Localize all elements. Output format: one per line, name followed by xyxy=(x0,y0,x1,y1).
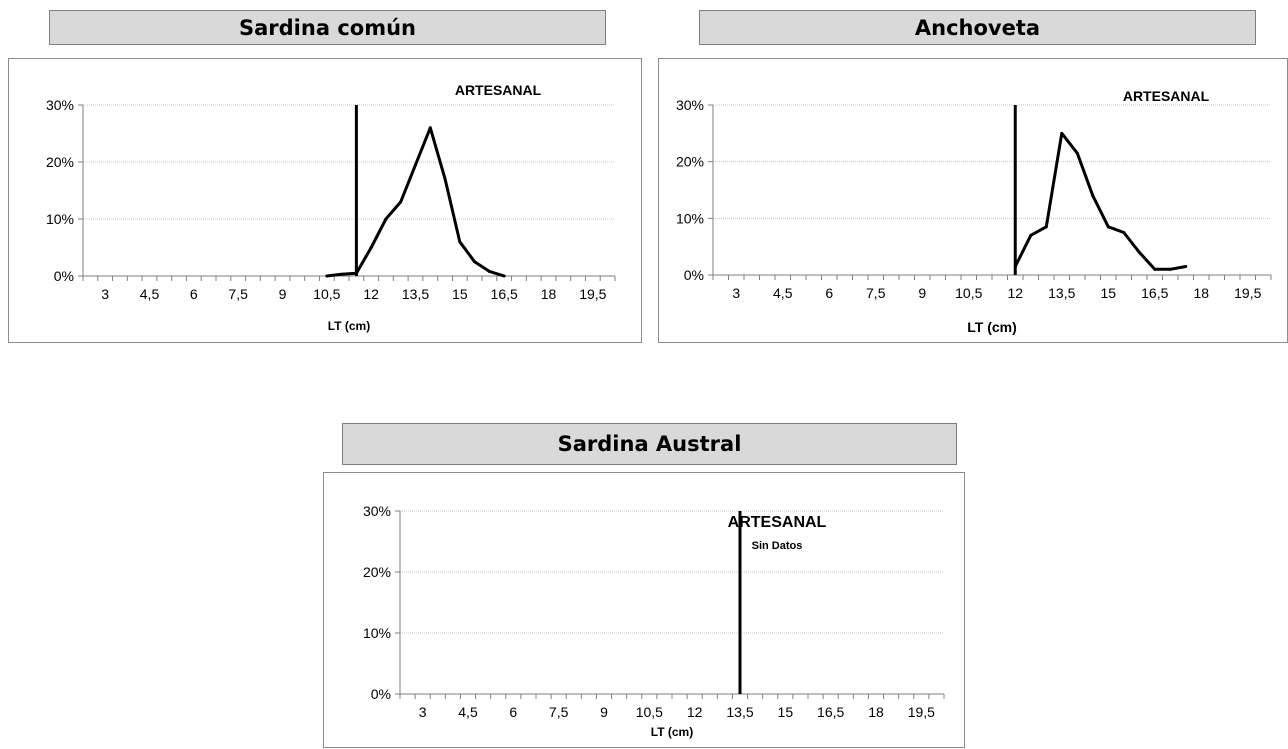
x-tick-label: 16,5 xyxy=(1141,285,1168,301)
data-point xyxy=(1091,194,1095,198)
chart-title-sardina-comun: Sardina común xyxy=(49,10,606,45)
data-point xyxy=(1137,250,1141,254)
data-point xyxy=(1184,265,1188,268)
x-tick-label: 6 xyxy=(509,704,517,720)
data-point xyxy=(473,260,477,264)
x-tick-label: 19,5 xyxy=(908,704,935,720)
y-tick-label: 30% xyxy=(46,97,74,113)
x-tick-label: 15 xyxy=(452,286,468,302)
x-tick-label: 12 xyxy=(687,704,703,720)
x-axis-label: LT (cm) xyxy=(328,319,370,333)
data-point xyxy=(340,272,344,276)
data-point xyxy=(1075,151,1079,155)
x-tick-label: 4,5 xyxy=(140,286,160,302)
x-tick-label: 18 xyxy=(1193,285,1209,301)
x-tick-label: 13,5 xyxy=(726,704,753,720)
data-point xyxy=(1044,225,1048,229)
y-tick-label: 20% xyxy=(363,564,391,580)
chart-title-anchoveta: Anchoveta xyxy=(699,10,1256,45)
x-tick-label: 4,5 xyxy=(458,704,478,720)
data-point xyxy=(1168,267,1172,271)
data-point xyxy=(1060,131,1064,135)
x-tick-label: 3 xyxy=(419,704,427,720)
chart-title-sardina-austral: Sardina Austral xyxy=(342,423,957,465)
y-tick-label: 20% xyxy=(46,154,74,170)
x-tick-label: 13,5 xyxy=(1048,285,1075,301)
data-point xyxy=(414,163,417,167)
x-tick-label: 12 xyxy=(363,286,379,302)
x-tick-label: 18 xyxy=(868,704,884,720)
x-tick-label: 6 xyxy=(825,285,833,301)
chart-panel-sardina-comun: 0% 10% 20% 30% 3 4,5 6 7,5 9 10,5 12 13,5 15 16,5 18 19… xyxy=(8,58,642,343)
x-tick-label: 10,5 xyxy=(313,286,340,302)
annotation-note: Sin Datos xyxy=(752,540,803,552)
x-tick-label: 15 xyxy=(1100,285,1116,301)
data-point xyxy=(399,200,403,204)
data-point xyxy=(1153,267,1157,271)
x-tick-label: 19,5 xyxy=(579,286,606,302)
data-point xyxy=(354,271,358,275)
y-tick-label: 10% xyxy=(363,625,391,641)
x-tick-label: 9 xyxy=(279,286,287,302)
data-point xyxy=(502,274,506,278)
y-tick-label: 30% xyxy=(676,97,704,113)
data-point xyxy=(1106,225,1110,229)
data-point xyxy=(487,269,491,273)
chart-panel-sardina-austral: 0% 10% 20% 30% 3 4,5 6 7,5 9 10,5 12 13,5 15 16,5 18 19… xyxy=(323,472,965,748)
annotation-label: ARTESANAL xyxy=(1123,88,1210,104)
y-tick-label: 0% xyxy=(371,686,391,702)
x-axis-label: LT (cm) xyxy=(967,319,1017,335)
x-tick-label: 9 xyxy=(600,704,608,720)
data-point xyxy=(443,177,447,181)
data-point xyxy=(369,246,373,249)
chart-svg-sardina-comun: 0% 10% 20% 30% 3 4,5 6 7,5 9 10,5 12 13,5 15 16,5 18 19… xyxy=(46,82,616,333)
data-point xyxy=(428,126,432,130)
data-point xyxy=(1122,231,1126,234)
annotation-label: ARTESANAL xyxy=(728,514,827,531)
series-line xyxy=(326,126,505,278)
data-point xyxy=(325,274,329,278)
annotation-label: ARTESANAL xyxy=(455,82,542,98)
x-tick-label: 3 xyxy=(732,285,740,301)
x-tick-label: 7,5 xyxy=(549,704,569,720)
x-tick-label: 9 xyxy=(918,285,926,301)
y-tick-label: 30% xyxy=(363,503,391,519)
x-tick-label: 19,5 xyxy=(1234,285,1261,301)
chart-svg-sardina-austral: 0% 10% 20% 30% 3 4,5 6 7,5 9 10,5 12 13,5 15 16,5 18 19… xyxy=(363,503,945,739)
x-tick-label: 7,5 xyxy=(228,286,248,302)
chart-panel-anchoveta: 0% 10% 20% 30% 3 4,5 6 7,5 9 10,5 12 13,5 15 16,5 18 19… xyxy=(658,58,1288,343)
y-tick-label: 0% xyxy=(54,268,74,284)
y-tick-label: 10% xyxy=(46,211,74,227)
data-point xyxy=(384,217,388,221)
x-tick-label: 12 xyxy=(1007,285,1023,301)
data-point xyxy=(458,240,462,244)
x-axis-label: LT (cm) xyxy=(651,725,693,739)
y-tick-label: 10% xyxy=(676,210,704,226)
data-point xyxy=(1029,233,1033,237)
data-point xyxy=(1013,265,1017,268)
x-tick-label: 6 xyxy=(190,286,198,302)
x-tick-label: 4,5 xyxy=(773,285,793,301)
y-tick-label: 0% xyxy=(684,267,704,283)
x-tick-label: 7,5 xyxy=(866,285,886,301)
y-tick-label: 20% xyxy=(676,154,704,170)
x-tick-label: 10,5 xyxy=(955,285,982,301)
x-tick-label: 10,5 xyxy=(636,704,663,720)
x-tick-label: 3 xyxy=(101,286,109,302)
x-tick-label: 16,5 xyxy=(817,704,844,720)
x-tick-label: 15 xyxy=(778,704,794,720)
series-line xyxy=(1013,131,1187,271)
x-tick-label: 16,5 xyxy=(491,286,518,302)
x-tick-label: 18 xyxy=(541,286,557,302)
x-tick-label: 13,5 xyxy=(402,286,429,302)
chart-svg-anchoveta: 0% 10% 20% 30% 3 4,5 6 7,5 9 10,5 12 13,5 15 16,5 18 19… xyxy=(676,88,1272,335)
